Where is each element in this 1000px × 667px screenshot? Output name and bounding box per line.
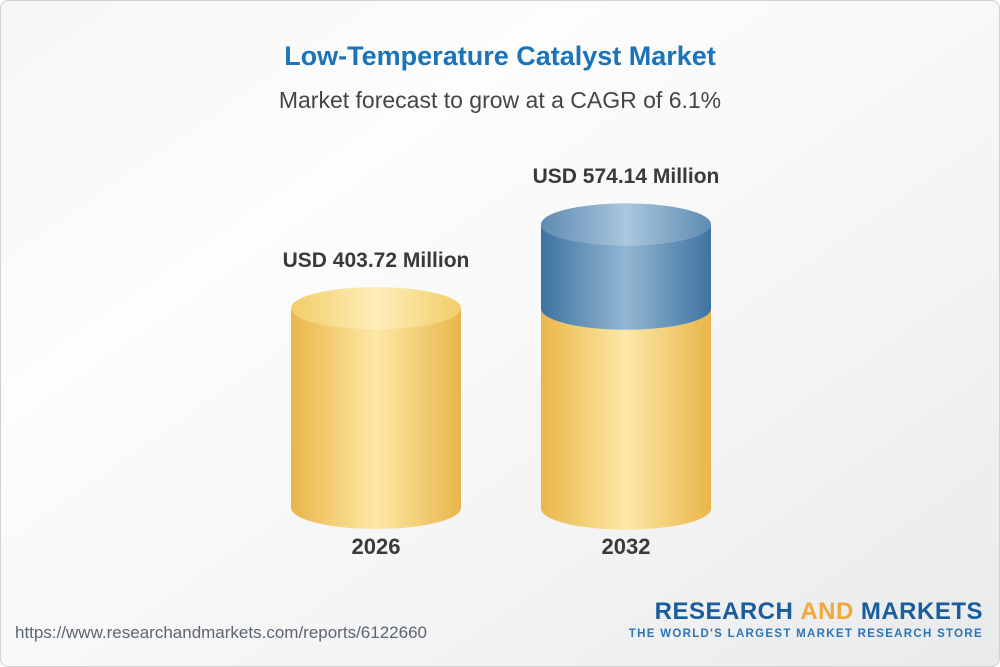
logo-word-markets: MARKETS [860,598,983,625]
logo-tagline: THE WORLD'S LARGEST MARKET RESEARCH STOR… [628,628,983,641]
value-label-2032: USD 574.14 Million [532,165,720,188]
logo-word-and: AND [800,598,854,625]
page-title: Low-Temperature Catalyst Market [284,41,716,71]
research-and-markets-logo: RESEARCH AND MARKETS THE WORLD'S LARGEST M… [629,599,983,640]
category-label-2026: 2026 [351,534,401,559]
report-url: https://www.researchandmarkets.com/repor… [15,623,427,642]
logo-wordmark: RESEARCH AND MARKETS [629,599,983,624]
category-label-2032: 2032 [601,534,651,559]
value-label-2026: USD 403.72 Million [282,249,470,272]
cylinder-bar-2026 [291,287,461,530]
page-subtitle: Market forecast to grow at a CAGR of 6.1… [278,87,722,113]
cylinder-bar-2032 [541,203,711,530]
logo-word-research: RESEARCH [654,598,794,625]
